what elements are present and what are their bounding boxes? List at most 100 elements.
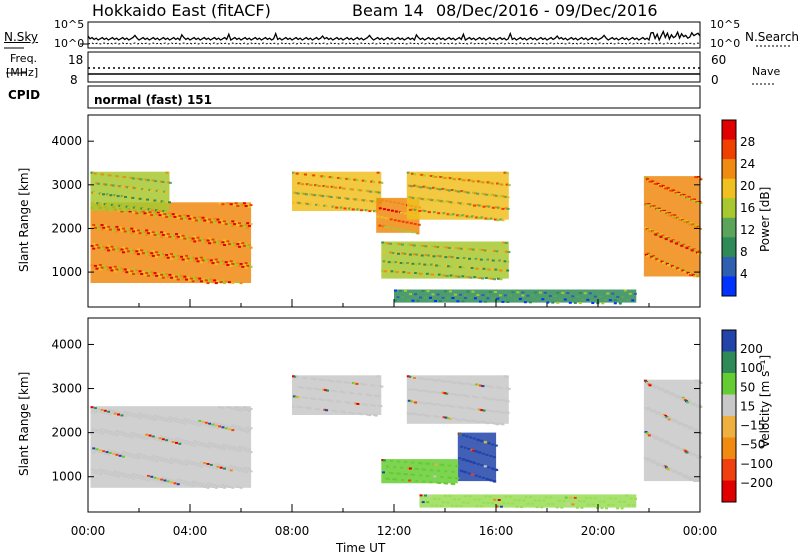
velocity-echo-speck xyxy=(564,496,568,499)
power-echo-speck xyxy=(201,240,205,243)
power-echo-speck xyxy=(390,261,394,264)
velocity-echo-speck xyxy=(108,452,112,454)
power-echo-speck xyxy=(329,196,333,198)
power-echo-speck xyxy=(663,237,667,239)
power-echo-speck xyxy=(528,301,532,304)
velocity-echo-speck xyxy=(555,506,559,509)
velocity-echo-speck xyxy=(97,408,101,410)
power-echo-speck xyxy=(376,171,380,174)
power-echo-speck xyxy=(357,188,361,191)
power-echo-speck xyxy=(107,244,111,247)
velocity-echo-speck xyxy=(491,410,495,413)
power-echo-speck xyxy=(185,254,188,257)
power-echo-speck xyxy=(337,177,341,179)
velocity-echo-speck xyxy=(476,408,480,410)
velocity-echo-speck xyxy=(392,478,396,481)
power-echo-speck xyxy=(432,264,436,267)
velocity-echo-speck xyxy=(112,452,116,455)
velocity-echo-speck xyxy=(348,402,352,405)
velocity-echo-speck xyxy=(194,462,198,465)
power-echo-speck xyxy=(511,291,515,294)
power-echo-speck xyxy=(231,220,235,223)
power-echo-speck xyxy=(300,202,304,205)
power-echo-speck xyxy=(238,203,241,206)
power-echo-speck xyxy=(665,186,669,189)
power-echo-speck xyxy=(449,201,453,204)
velocity-echo-speck xyxy=(239,409,243,412)
velocity-echo-speck xyxy=(123,453,127,456)
velocity-echo-speck xyxy=(690,477,694,480)
velocity-echo-speck xyxy=(697,431,701,433)
velocity-echo-speck xyxy=(315,388,319,391)
velocity-echo-speck xyxy=(675,447,679,449)
power-echo-speck xyxy=(470,215,474,218)
power-echo-speck xyxy=(688,223,692,226)
power-echo-speck xyxy=(90,201,94,204)
velocity-echo-speck xyxy=(241,446,245,449)
velocity-echo-speck xyxy=(482,409,486,412)
velocity-echo-speck xyxy=(364,403,368,406)
velocity-echo-speck xyxy=(471,395,475,398)
velocity-echo-speck xyxy=(695,428,699,431)
power-echo-speck xyxy=(448,177,452,180)
velocity-echo-speck xyxy=(214,467,218,470)
power-echo-speck xyxy=(148,211,152,214)
velocity-echo-speck xyxy=(483,397,487,400)
power-echo-speck xyxy=(391,252,395,254)
power-echo-speck xyxy=(482,267,486,270)
power-echo-speck xyxy=(178,257,182,260)
power-echo-speck xyxy=(474,249,478,251)
power-echo-speck xyxy=(226,202,230,205)
power-echo-speck xyxy=(671,215,675,218)
power-echo-speck xyxy=(382,260,386,263)
velocity-echo-speck xyxy=(647,407,651,410)
velocity-echo-speck xyxy=(470,408,474,410)
velocity-echo-speck xyxy=(334,390,338,393)
power-echo-speck xyxy=(438,188,442,191)
nave-tick-bottom: 0 xyxy=(711,73,719,87)
velocity-echo-speck xyxy=(455,504,459,507)
power-echo-speck xyxy=(229,260,233,263)
power-echo-speck xyxy=(371,200,375,203)
power-colorbar-label: Power [dB] xyxy=(758,186,772,252)
velocity-echo-speck xyxy=(176,440,180,443)
velocity-echo-speck xyxy=(296,405,300,408)
power-echo-speck xyxy=(686,271,690,274)
velocity-echo-speck xyxy=(297,386,301,388)
velocity-echo-speck xyxy=(665,440,669,443)
velocity-echo-speck xyxy=(191,485,195,487)
power-echo-speck xyxy=(137,177,141,180)
velocity-echo-speck xyxy=(668,467,672,470)
power-echo-speck xyxy=(475,216,479,219)
power-echo-speck xyxy=(453,189,456,192)
power-echo-speck xyxy=(181,258,185,261)
power-echo-speck xyxy=(415,253,419,256)
velocity-echo-speck xyxy=(193,440,197,443)
power-echo-speck xyxy=(469,276,473,279)
velocity-echo-speck xyxy=(150,475,154,478)
power-echo-speck xyxy=(653,182,657,185)
power-echo-speck xyxy=(183,218,187,221)
velocity-echo-speck xyxy=(236,485,240,488)
velocity-echo-speck xyxy=(551,503,555,506)
velocity-echo-speck xyxy=(213,421,217,424)
velocity-echo-speck xyxy=(196,464,200,467)
velocity-echo-speck xyxy=(672,393,676,396)
power-echo-speck xyxy=(188,236,192,239)
power-echo-speck xyxy=(489,217,493,220)
velocity-echo-speck xyxy=(423,402,427,405)
power-echo-speck xyxy=(499,278,503,281)
power-echo-speck xyxy=(458,266,462,269)
velocity-echo-speck xyxy=(651,461,655,464)
velocity-echo-speck xyxy=(196,421,200,424)
velocity-echo-speck xyxy=(484,495,488,498)
power-echo-speck xyxy=(420,263,424,266)
velocity-echo-speck xyxy=(107,410,111,413)
velocity-echo-speck xyxy=(643,379,647,382)
velocity-echo-speck xyxy=(221,464,225,467)
velocity-echo-speck xyxy=(138,412,142,415)
power-echo-speck xyxy=(239,244,243,246)
power-echo-speck xyxy=(201,278,205,281)
velocity-echo-speck xyxy=(317,388,321,391)
power-echo-speck xyxy=(93,192,96,194)
